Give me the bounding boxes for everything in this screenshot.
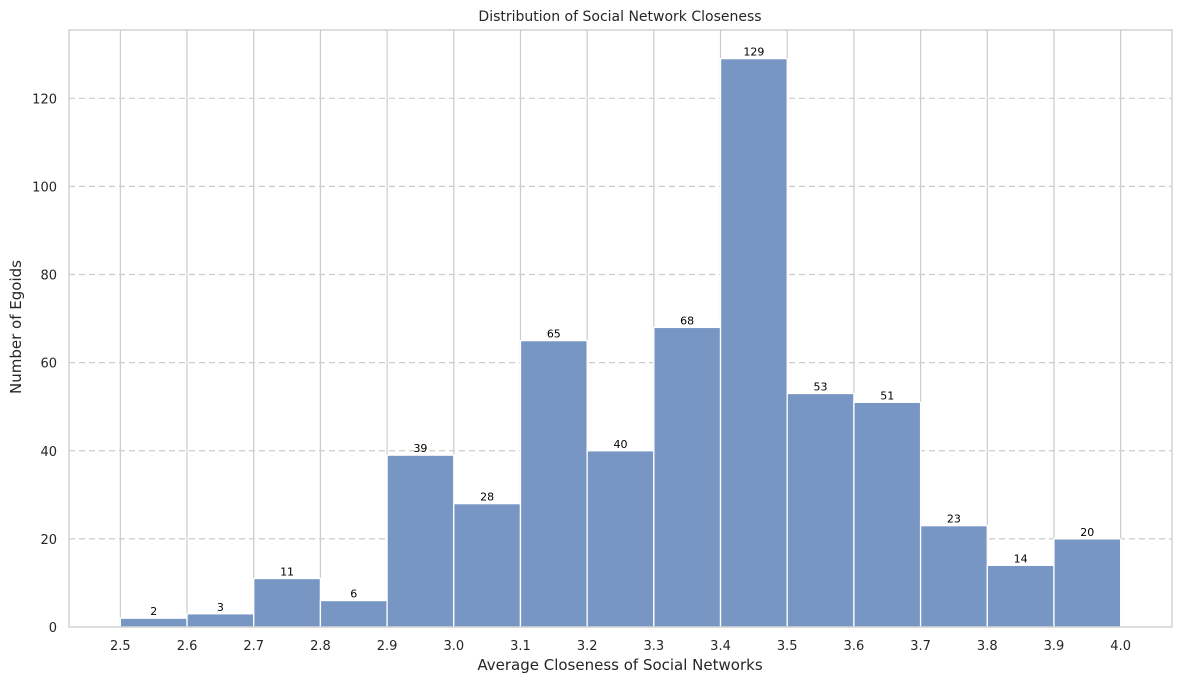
y-tick-label: 80	[40, 269, 57, 284]
x-tick-label: 2.8	[310, 639, 331, 654]
histogram-bar	[919, 525, 988, 628]
y-tick-label: 120	[32, 92, 57, 107]
histogram-bar	[1053, 538, 1122, 628]
histogram-bar	[119, 617, 188, 628]
y-tick-label: 20	[40, 533, 57, 548]
x-tick-label: 3.6	[844, 639, 865, 654]
bar-value-label: 23	[947, 513, 961, 526]
bar-value-label: 68	[680, 314, 694, 327]
y-tick-label: 100	[32, 180, 57, 195]
x-tick-label: 3.3	[643, 639, 664, 654]
bar-value-label: 53	[814, 380, 828, 393]
histogram-bar	[319, 599, 388, 628]
histogram-bar	[853, 401, 922, 628]
y-tick-labels: 0 20 40 60 80 100 120	[32, 92, 57, 636]
x-tick-label: 3.9	[1044, 639, 1065, 654]
x-tick-label: 2.9	[377, 639, 398, 654]
y-tick-label: 40	[40, 445, 57, 460]
plot-frame	[68, 29, 1173, 628]
x-tick-labels: 2.5 2.6 2.7 2.8 2.9 3.0 3.1 3.2 3.3 3.4 3.5 3.6 3.7 3…	[110, 639, 1131, 654]
bars	[119, 57, 1122, 628]
histogram-bar	[586, 450, 655, 628]
bar-value-label: 40	[614, 438, 628, 451]
x-tick-label: 2.5	[110, 639, 131, 654]
bar-value-label: 11	[280, 566, 294, 579]
histogram-bar	[386, 454, 455, 628]
x-tick-label: 3.8	[977, 639, 998, 654]
bar-value-label: 51	[880, 389, 894, 402]
y-tick-label: 0	[49, 621, 57, 636]
bar-value-label: 14	[1014, 552, 1028, 565]
bar-value-label: 20	[1080, 526, 1094, 539]
histogram-bar	[253, 577, 322, 628]
histogram-bar	[653, 326, 722, 628]
x-tick-label: 3.0	[443, 639, 464, 654]
y-axis-title: Number of Egoids	[7, 260, 25, 394]
x-tick-label: 3.7	[910, 639, 931, 654]
histogram-bar	[986, 564, 1055, 628]
y-tick-label: 60	[40, 357, 57, 372]
x-tick-label: 3.5	[777, 639, 798, 654]
x-tick-label: 2.7	[243, 639, 264, 654]
bar-value-label: 6	[350, 588, 357, 601]
x-axis-title: Average Closeness of Social Networks	[477, 656, 762, 674]
histogram-bar	[719, 57, 788, 628]
bar-value-label: 28	[480, 491, 494, 504]
x-tick-label: 4.0	[1110, 639, 1131, 654]
bar-value-label: 65	[547, 328, 561, 341]
bar-value-label: 3	[217, 601, 224, 614]
bar-value-label: 129	[743, 46, 764, 59]
x-tick-label: 3.2	[577, 639, 598, 654]
x-tick-label: 3.1	[510, 639, 531, 654]
bar-value-label: 2	[150, 605, 157, 618]
histogram-bar	[186, 613, 255, 628]
histogram-bar	[786, 392, 855, 628]
x-tick-label: 2.6	[177, 639, 198, 654]
histogram-bar	[453, 502, 522, 628]
bar-value-label: 39	[413, 442, 427, 455]
histogram-bar	[519, 339, 588, 628]
x-tick-label: 3.4	[710, 639, 731, 654]
chart-title: Distribution of Social Network Closeness	[478, 9, 761, 25]
